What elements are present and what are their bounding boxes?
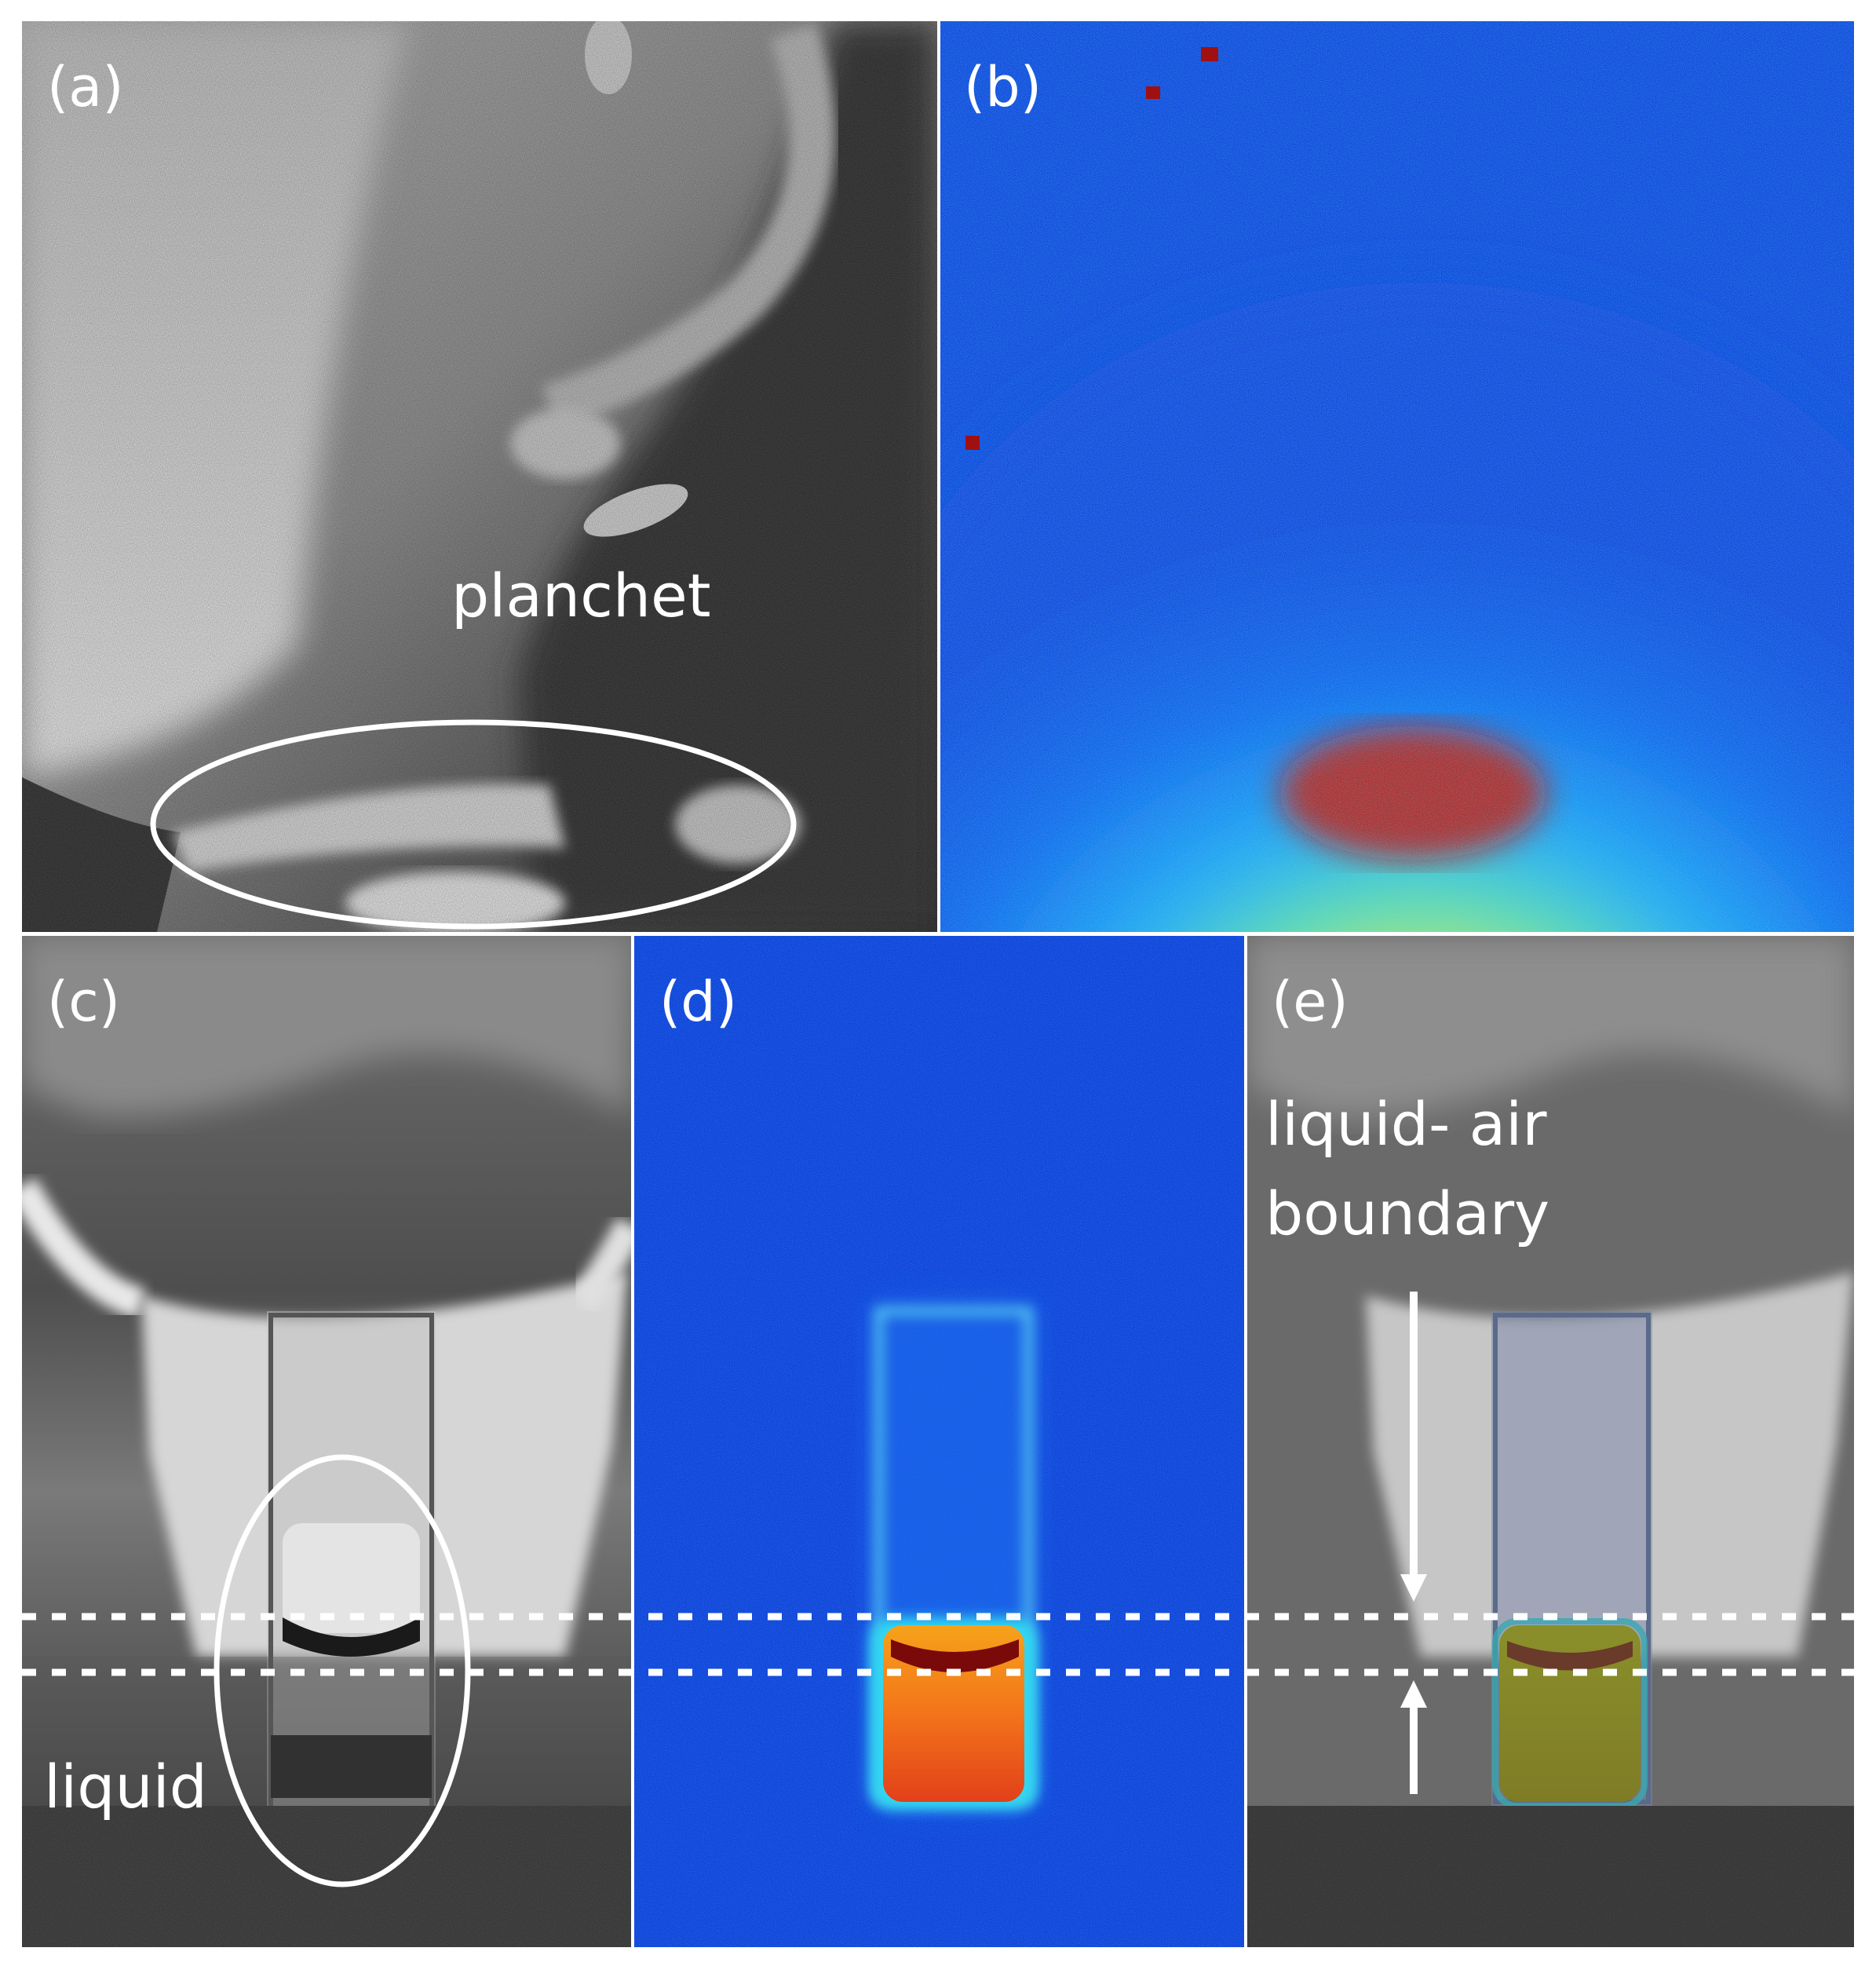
panel-label-e: (e) [1272, 970, 1349, 1034]
panel-d [634, 936, 1244, 1947]
boundary-label-line2: boundary [1265, 1179, 1549, 1248]
liquid-label: liquid [44, 1752, 207, 1822]
liquid-ellipse [214, 1454, 471, 1887]
panel-c [22, 936, 631, 1947]
panel-b [940, 21, 1854, 932]
up-arrow-icon [1400, 1680, 1427, 1794]
planchet-label: planchet [451, 561, 711, 630]
panel-a [22, 21, 937, 932]
boundary-label-line1: liquid- air [1265, 1089, 1547, 1159]
panel-e [1247, 936, 1854, 1947]
down-arrow-icon [1400, 1292, 1427, 1602]
panel-label-b: (b) [964, 55, 1042, 119]
panel-label-d: (d) [659, 970, 737, 1034]
panel-label-a: (a) [47, 55, 124, 119]
panel-label-c: (c) [47, 970, 120, 1034]
planchet-ellipse [150, 719, 797, 930]
